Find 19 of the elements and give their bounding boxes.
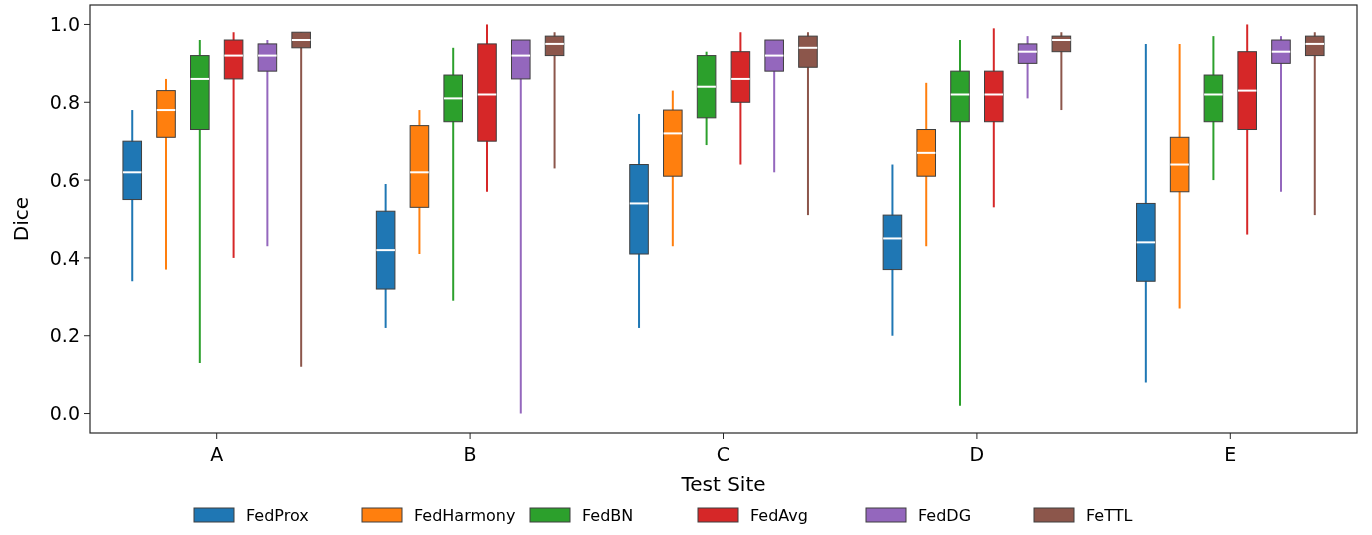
y-tick-label: 0.4 xyxy=(49,246,80,269)
legend-label: FedHarmony xyxy=(414,506,516,525)
legend-label: FedBN xyxy=(582,506,634,525)
legend-label: FedDG xyxy=(918,506,972,525)
x-tick-label: B xyxy=(463,443,477,465)
x-tick-label: D xyxy=(969,443,985,465)
x-tick-label: E xyxy=(1224,443,1237,465)
y-tick-label: 0.6 xyxy=(49,168,80,191)
y-tick-label: 0.8 xyxy=(49,90,80,113)
legend-label: FedProx xyxy=(246,506,309,525)
y-axis-title: Dice xyxy=(9,196,33,242)
y-tick-label: 1.0 xyxy=(49,13,80,36)
x-axis-title: Test Site xyxy=(680,472,766,496)
x-tick-label: A xyxy=(210,443,224,465)
legend-label: FedAvg xyxy=(750,506,808,525)
legend-label: FeTTL xyxy=(1086,506,1133,525)
y-tick-label: 0.0 xyxy=(49,402,80,425)
x-tick-label: C xyxy=(716,443,731,465)
y-tick-label: 0.2 xyxy=(49,324,80,347)
